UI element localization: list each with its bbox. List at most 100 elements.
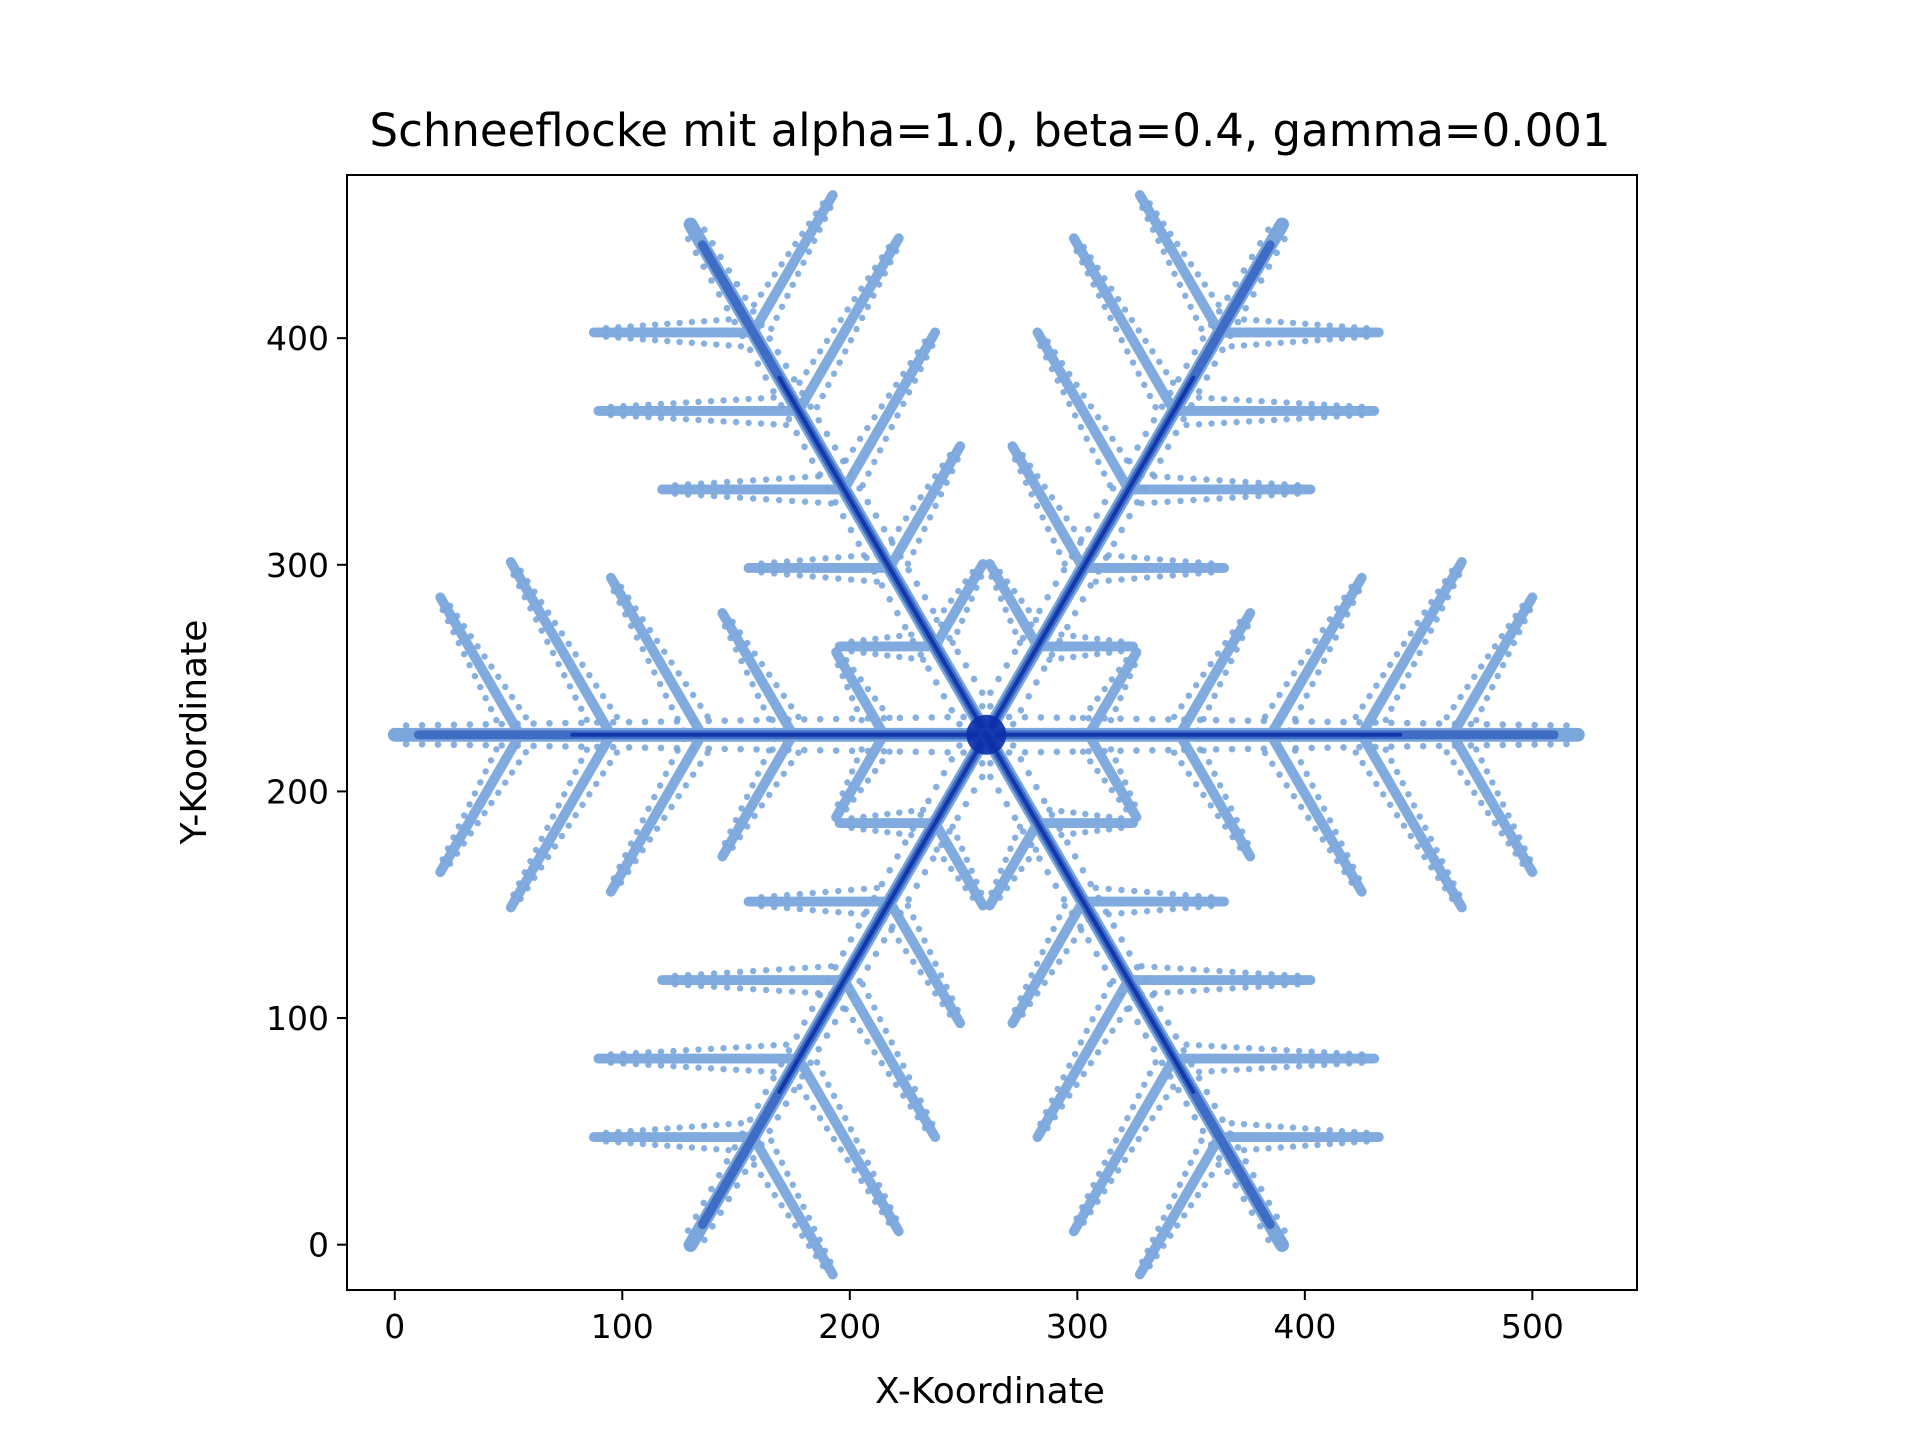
branch-point: [1388, 757, 1395, 765]
branch-point: [1358, 1051, 1365, 1058]
branch-point: [1153, 1252, 1160, 1260]
x-tick-label: 300: [1046, 1307, 1109, 1346]
branch-point: [1265, 1122, 1272, 1130]
branch-point: [656, 782, 664, 789]
arm-edge-point: [1085, 748, 1092, 755]
arm-edge-point: [450, 721, 458, 729]
branch-point: [757, 1171, 765, 1179]
arm-edge-point: [1003, 662, 1011, 669]
branch-point: [1034, 472, 1041, 480]
branch-point: [907, 359, 914, 367]
arm-edge-point: [1188, 401, 1195, 409]
arm-edge-point: [880, 525, 888, 533]
side-branch: [1356, 729, 1467, 913]
side-branch: [930, 559, 988, 652]
branch-point: [1090, 281, 1097, 288]
branch-point: [796, 1083, 803, 1091]
branch-point: [1363, 324, 1370, 332]
arm-edge-point: [705, 745, 713, 752]
branch-point: [651, 321, 659, 328]
branch-point: [561, 672, 568, 679]
branch-point: [1290, 670, 1298, 677]
branch-point: [645, 413, 652, 421]
branch-point: [737, 1120, 745, 1127]
branch-point: [487, 757, 495, 764]
branch-point: [1433, 846, 1440, 854]
branch-point: [1066, 1062, 1073, 1069]
branch-point: [1233, 1066, 1240, 1073]
x-tick-label: 100: [591, 1307, 654, 1346]
branch-point: [1326, 847, 1334, 854]
branch-point: [856, 1027, 864, 1034]
branch-point: [549, 649, 557, 657]
branch-point: [799, 230, 806, 238]
arm-edge-point: [1211, 360, 1218, 367]
side-branch: [748, 190, 838, 338]
branch-point: [495, 789, 502, 796]
branch-point: [796, 905, 804, 913]
branch-point: [661, 648, 668, 655]
branch-point: [732, 418, 740, 426]
branch-point: [827, 1258, 834, 1265]
branch-point: [566, 779, 574, 787]
branch-point: [639, 322, 647, 329]
arm-edge-point: [1142, 430, 1150, 438]
branch-point: [784, 1170, 791, 1177]
branch-point: [1499, 801, 1507, 808]
branch-point: [1108, 285, 1115, 292]
branch-point: [1358, 411, 1365, 419]
branch-point: [684, 481, 692, 488]
branch-point: [816, 1236, 823, 1243]
branch-point: [892, 1215, 900, 1222]
branch-point: [758, 902, 765, 910]
branch-point: [729, 844, 736, 851]
arm-edge-point: [831, 1018, 839, 1026]
branch-point: [1070, 809, 1077, 816]
branch-point: [822, 888, 829, 896]
branch-point: [940, 856, 948, 863]
branch-point: [1182, 891, 1189, 899]
branch-point: [1164, 473, 1171, 481]
branch-point: [875, 1181, 883, 1189]
arm-edge-point: [1515, 721, 1522, 729]
branch-point: [896, 809, 903, 816]
side-branch: [605, 572, 707, 740]
branch-point: [1312, 825, 1319, 832]
branch-point: [524, 578, 531, 585]
branch-point: [816, 226, 823, 233]
branch-point: [958, 617, 966, 624]
branch-point: [1233, 418, 1240, 426]
branch-point: [656, 680, 664, 688]
arm-edge-point: [944, 749, 951, 756]
branch-point: [1229, 985, 1236, 992]
branch-point: [1505, 840, 1512, 847]
snowflake-arm: [387, 557, 994, 913]
arm-edge-point: [1037, 748, 1045, 756]
arm-edge-point: [948, 706, 956, 714]
branch-point: [538, 627, 545, 634]
branch-point: [778, 1159, 786, 1166]
arm-edge-point: [1101, 747, 1108, 755]
arm-edge-point: [782, 1100, 790, 1107]
branch-point: [1122, 779, 1129, 786]
branch-point: [1083, 1027, 1090, 1035]
branch-point: [847, 910, 855, 917]
arm-edge-point: [434, 721, 442, 729]
branch-point: [929, 342, 936, 349]
branch-point: [1308, 1062, 1315, 1069]
branch-point: [823, 337, 831, 345]
branch-point: [572, 812, 579, 819]
branch-point: [1338, 1127, 1346, 1135]
branch-point: [522, 749, 530, 756]
branch-point: [1180, 250, 1188, 258]
branch-point: [671, 490, 679, 497]
arm-edge-point: [921, 868, 929, 876]
arm-edge-point: [684, 235, 692, 243]
branch-point: [1177, 988, 1184, 995]
arm-edge-point: [1048, 811, 1056, 819]
branch-point: [645, 401, 652, 408]
branch-point: [762, 967, 770, 974]
arm-edge-point: [847, 936, 855, 943]
branch-point: [782, 1041, 790, 1048]
